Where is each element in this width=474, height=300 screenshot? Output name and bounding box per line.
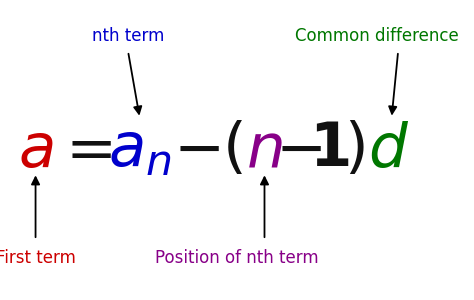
Text: Common difference: Common difference (295, 27, 459, 45)
Text: nth term: nth term (92, 27, 164, 45)
Text: $-$: $-$ (275, 121, 322, 179)
Text: $\mathit{n}$: $\mathit{n}$ (246, 121, 283, 179)
Text: $\mathit{a}_{n}$: $\mathit{a}_{n}$ (108, 121, 172, 179)
Text: $)$: $)$ (344, 121, 365, 179)
Text: Position of nth term: Position of nth term (155, 249, 319, 267)
Text: $=$: $=$ (54, 121, 112, 179)
Text: $\mathbf{1}$: $\mathbf{1}$ (310, 121, 349, 179)
Text: $-$: $-$ (173, 121, 220, 179)
Text: $\mathit{d}$: $\mathit{d}$ (368, 121, 409, 179)
Text: $\mathit{a}$: $\mathit{a}$ (18, 121, 53, 179)
Text: $($: $($ (222, 121, 243, 179)
Text: First term: First term (0, 249, 75, 267)
